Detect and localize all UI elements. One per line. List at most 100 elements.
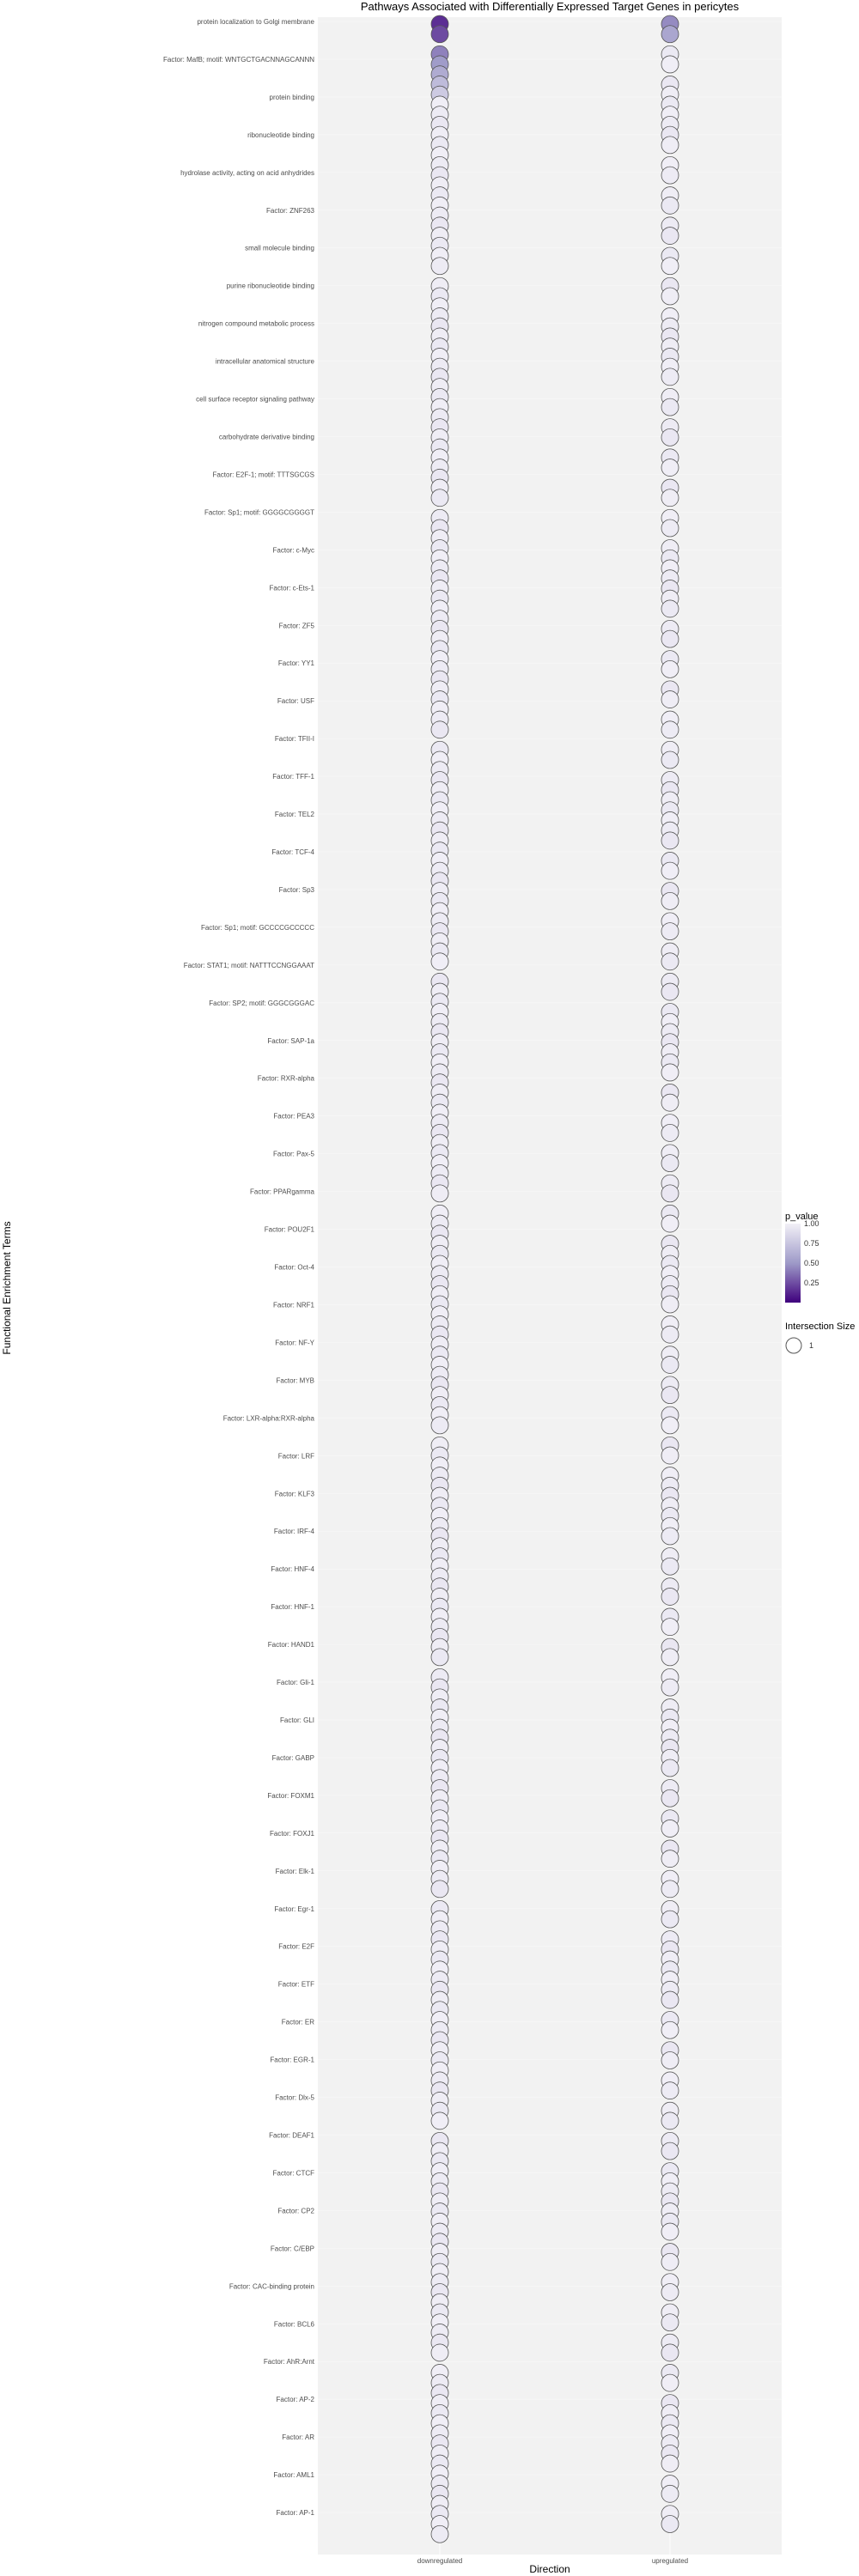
data-point xyxy=(661,2142,679,2160)
y-tick-label: Factor: c-Myc xyxy=(273,546,314,554)
data-point xyxy=(661,2343,679,2362)
y-tick-label: Factor: Oct-4 xyxy=(274,1264,314,1272)
data-point xyxy=(661,659,679,678)
data-point xyxy=(661,1446,679,1465)
data-point xyxy=(661,1416,679,1435)
y-tick-label: Factor: ZF5 xyxy=(279,622,315,629)
color-legend-tick: 0.50 xyxy=(804,1259,819,1267)
y-tick-label: Factor: LRF xyxy=(278,1452,314,1460)
data-point xyxy=(661,690,679,708)
data-point xyxy=(661,1557,679,1576)
y-tick-label: Factor: TFF-1 xyxy=(272,773,314,781)
data-point xyxy=(661,1789,679,1807)
data-point xyxy=(661,1527,679,1546)
y-tick-label: small molecule binding xyxy=(245,245,314,252)
data-point xyxy=(661,519,679,538)
data-point xyxy=(661,861,679,880)
data-point xyxy=(661,196,679,215)
data-point xyxy=(661,2051,679,2069)
data-point xyxy=(661,1184,679,1203)
data-point xyxy=(661,1678,679,1697)
y-tick-label: Factor: E2F-1; motif: TTTSGCGS xyxy=(212,471,314,478)
data-point xyxy=(661,2373,679,2392)
y-axis-label: Functional Enrichment Terms xyxy=(1,1221,13,1354)
data-point xyxy=(661,629,679,648)
color-legend-bar xyxy=(785,1224,801,1303)
y-tick-label: Factor: Elk-1 xyxy=(276,1868,315,1875)
color-legend-tick: 1.00 xyxy=(804,1219,819,1228)
y-tick-label: Factor: AP-2 xyxy=(277,2396,315,2403)
y-tick-label: Factor: KLF3 xyxy=(275,1490,315,1498)
data-point xyxy=(661,891,679,910)
data-point xyxy=(430,1648,449,1667)
y-tick-label: Factor: SP2; motif: GGGCGGGAC xyxy=(209,999,314,1007)
data-point xyxy=(430,2343,449,2362)
x-axis-label: Direction xyxy=(529,2563,570,2575)
color-legend-tick: 0.75 xyxy=(804,1239,819,1248)
data-point xyxy=(430,2524,449,2543)
y-tick-label: carbohydrate derivative binding xyxy=(219,434,314,441)
data-point xyxy=(661,428,679,447)
y-tick-label: Factor: HNF-4 xyxy=(271,1565,314,1573)
y-tick-label: Factor: DEAF1 xyxy=(269,2131,314,2139)
x-tick-label: upregulated xyxy=(652,2557,688,2565)
data-point xyxy=(661,2020,679,2039)
y-tick-label: Factor: HAND1 xyxy=(268,1641,315,1649)
y-tick-label: Factor: Pax-5 xyxy=(273,1151,315,1158)
y-tick-label: Factor: FOXJ1 xyxy=(270,1830,315,1838)
data-point xyxy=(661,166,679,185)
data-point xyxy=(661,1759,679,1777)
data-point xyxy=(661,1850,679,1868)
data-point xyxy=(661,1093,679,1112)
y-tick-label: Factor: NRF1 xyxy=(273,1301,315,1309)
y-tick-label: Factor: USF xyxy=(277,697,314,705)
data-point xyxy=(430,489,449,507)
data-point xyxy=(661,1990,679,2009)
y-tick-label: Factor: AR xyxy=(282,2433,314,2441)
data-point xyxy=(661,25,679,44)
data-point xyxy=(430,1416,449,1435)
y-tick-label: Factor: CAC-binding protein xyxy=(229,2282,314,2290)
y-tick-label: Factor: STAT1; motif: NATTTCCNGGAAAT xyxy=(184,962,314,969)
data-point xyxy=(661,459,679,477)
y-tick-label: Factor: GLI xyxy=(280,1716,314,1724)
y-tick-label: intracellular anatomical structure xyxy=(216,358,315,366)
data-point xyxy=(661,1214,679,1233)
data-point xyxy=(661,489,679,507)
data-point xyxy=(661,136,679,155)
y-tick-label: Factor: CP2 xyxy=(277,2207,314,2215)
y-tick-label: Factor: AP-1 xyxy=(277,2509,315,2517)
y-tick-label: protein localization to Golgi membrane xyxy=(197,18,314,26)
size-legend-circle xyxy=(785,1337,802,1354)
y-tick-labels: protein localization to Golgi membrane Fa… xyxy=(163,18,315,2517)
data-point xyxy=(661,1124,679,1142)
data-point xyxy=(661,922,679,940)
y-tick-label: Factor: IRF-4 xyxy=(274,1528,315,1535)
y-tick-label: Factor: GABP xyxy=(272,1754,314,1762)
data-point xyxy=(661,2111,679,2130)
data-point xyxy=(661,2283,679,2301)
y-tick-label: Factor: PEA3 xyxy=(273,1113,314,1121)
data-point xyxy=(661,1910,679,1929)
x-tick-label: downregulated xyxy=(417,2557,462,2565)
data-point xyxy=(661,2313,679,2332)
y-tick-label: Factor: AhR:Arnt xyxy=(264,2358,315,2366)
chart-title: Pathways Associated with Differentially … xyxy=(361,0,740,13)
data-point xyxy=(661,55,679,74)
data-point xyxy=(661,2484,679,2503)
y-tick-label: Factor: Gli-1 xyxy=(277,1679,315,1686)
plot-panel xyxy=(318,17,782,2555)
y-tick-label: Factor: ZNF263 xyxy=(266,207,315,215)
data-points xyxy=(430,15,679,2543)
y-tick-label: Factor: C/EBP xyxy=(271,2245,314,2252)
y-tick-label: Factor: TEL2 xyxy=(275,811,315,818)
data-point xyxy=(661,1648,679,1667)
y-tick-label: Factor: RXR-alpha xyxy=(258,1075,315,1083)
data-point xyxy=(430,1880,449,1899)
y-tick-label: hydrolase activity, acting on acid anhyd… xyxy=(180,169,314,177)
data-point xyxy=(661,1063,679,1082)
y-tick-label: Factor: Sp1; motif: GCCCCGCCCCC xyxy=(201,924,314,932)
y-tick-label: Factor: TCF-4 xyxy=(271,848,314,856)
data-point xyxy=(661,2454,679,2473)
